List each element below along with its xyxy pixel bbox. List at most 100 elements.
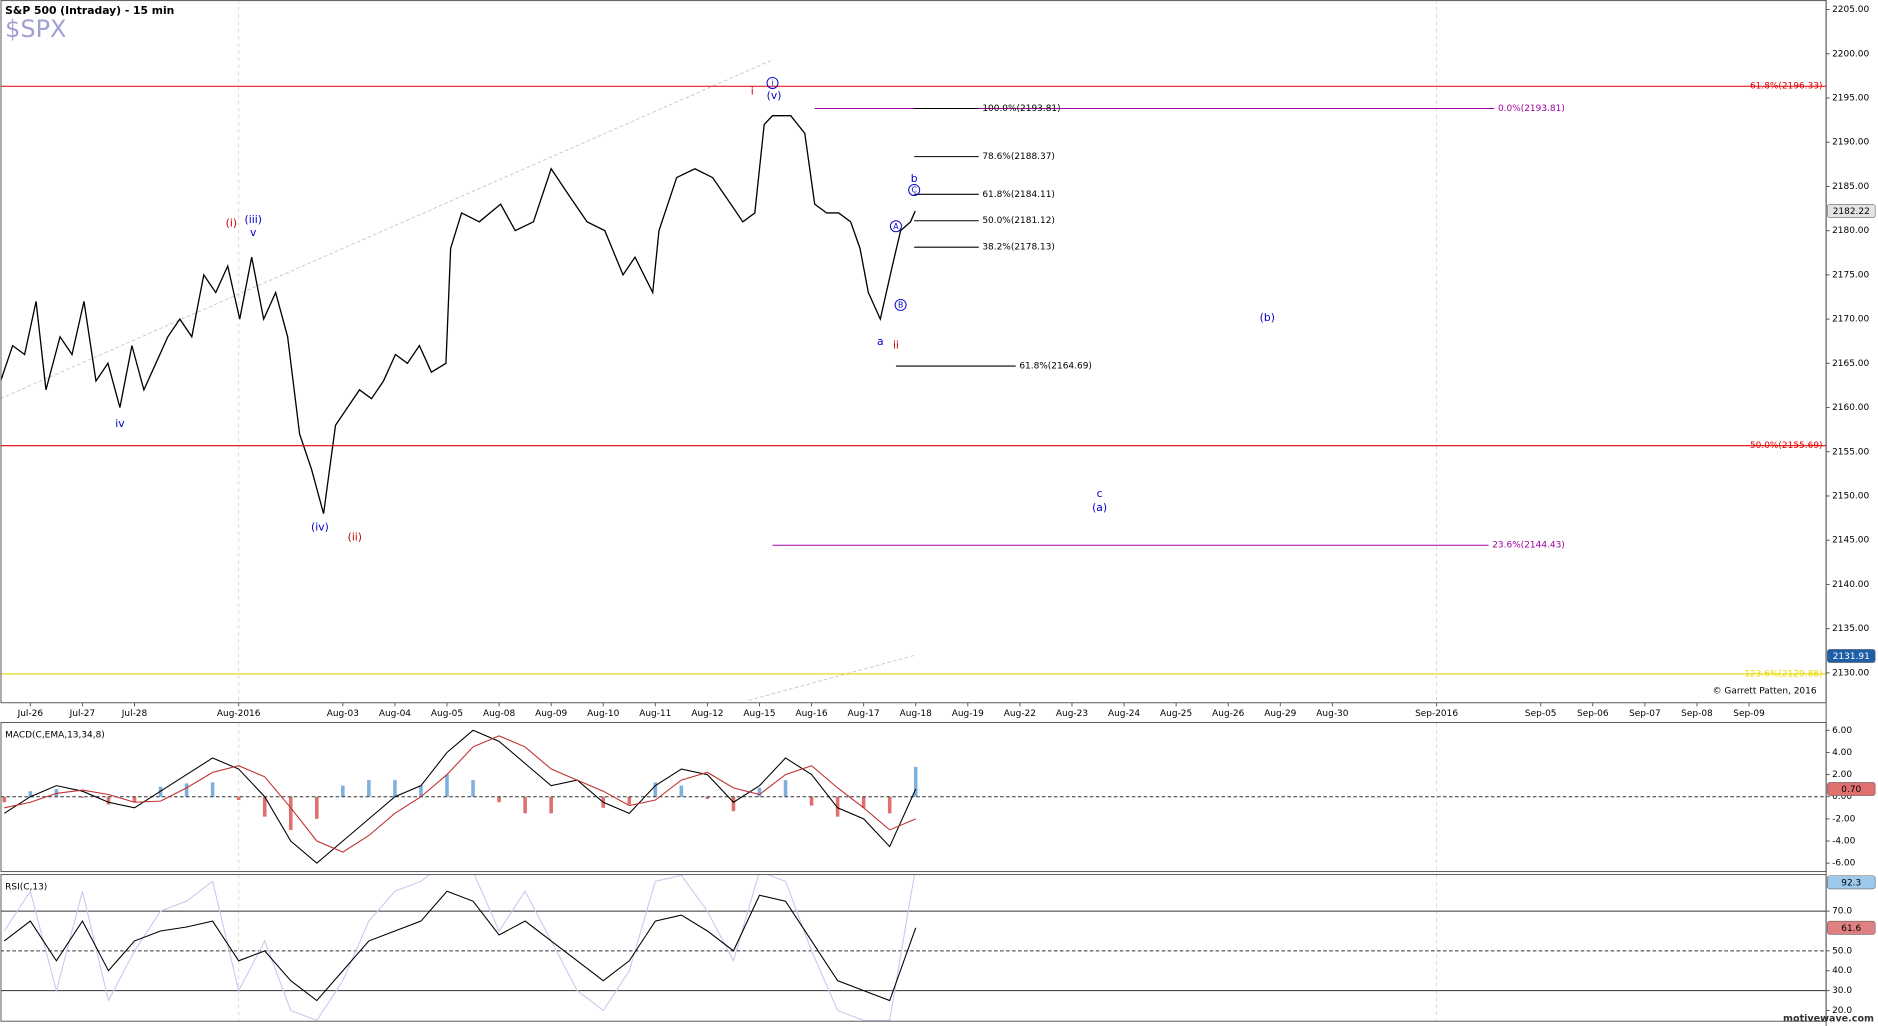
wave-label: B (898, 301, 903, 310)
y-tick-label: -6.00 (1832, 859, 1855, 869)
x-tick-label: Sep-09 (1733, 709, 1765, 719)
wave-circle (894, 298, 907, 311)
series-group (0, 115, 916, 514)
histogram-bar (419, 785, 423, 797)
x-tick-label: Aug-26 (1212, 709, 1244, 719)
histogram-bar (627, 796, 632, 805)
x-tick-label: Aug-23 (1056, 709, 1088, 719)
footer: motivewave.com (1783, 1013, 1874, 1024)
x-tick-label: Sep-2016 (1415, 709, 1458, 719)
y-tick-label: 50.0 (1832, 946, 1852, 956)
fib-level-label: 100.0%(2193.81) (982, 104, 1060, 114)
y-tick-label: 30.0 (1832, 986, 1852, 996)
series-line (3, 875, 915, 1022)
x-tick-label: Aug-22 (1004, 709, 1036, 719)
y-tick-label: 2135.00 (1832, 624, 1869, 634)
wave-circle (766, 76, 779, 89)
histogram-bar (471, 780, 475, 797)
histogram-bar (393, 780, 397, 797)
histogram-bar (367, 780, 371, 797)
wave-label: i (771, 79, 773, 88)
y-tick-label: 2195.00 (1832, 93, 1869, 103)
histogram-bar (106, 796, 111, 805)
histogram-bar (2, 796, 7, 803)
fib-level-label: 78.6%(2188.37) (982, 152, 1055, 162)
price-marker (1827, 649, 1876, 663)
y-tick-label: 2190.00 (1832, 138, 1869, 148)
histogram-bar (523, 796, 527, 814)
y-tick-label: 2170.00 (1832, 315, 1869, 325)
macd-title: MACD(C,EMA,13,34,8) (5, 731, 105, 741)
rsi-title: RSI(C,13) (5, 883, 47, 893)
y-tick-label: 2.00 (1832, 770, 1852, 780)
wave-label: a (877, 335, 884, 348)
chart-title: S&P 500 (Intraday) - 15 min (5, 4, 174, 17)
y-tick-label: 2165.00 (1832, 359, 1869, 369)
wave-circle (889, 220, 902, 233)
histogram-bar (861, 796, 866, 808)
x-tick-label: Aug-29 (1264, 709, 1296, 719)
fib-level-label: 0.0%(2193.81) (1498, 104, 1565, 114)
y-tick-label: 2205.00 (1832, 5, 1869, 15)
price-marker (1827, 875, 1876, 890)
y-tick-label: 6.00 (1832, 726, 1852, 736)
copyright: © Garrett Patten, 2016 (1713, 686, 1817, 696)
y-tick-label: 4.00 (1832, 748, 1852, 758)
wave-label: (iv) (311, 521, 329, 534)
fib-level-label: 61.8%(2164.69) (1019, 362, 1092, 372)
x-tick-label: Aug-18 (900, 709, 932, 719)
series-line (4, 729, 917, 864)
wave-label: (a) (1092, 501, 1107, 514)
y-tick-label: 2180.00 (1832, 226, 1869, 236)
histogram-bar (653, 782, 658, 797)
histogram-bar (757, 787, 762, 797)
fib-level-label: 23.6%(2144.43) (1492, 541, 1565, 551)
x-tick-label: Aug-17 (848, 709, 880, 719)
y-tick-label: 2150.00 (1832, 491, 1869, 501)
y-tick-label: -4.00 (1832, 837, 1855, 847)
price-marker (1827, 920, 1876, 935)
x-tick-label: Aug-08 (483, 709, 515, 719)
series-group (0, 729, 1827, 864)
wave-label: (v) (767, 89, 782, 102)
x-tick-label: Sep-07 (1629, 709, 1661, 719)
wave-label: c (1097, 487, 1103, 500)
x-tick-label: Aug-16 (795, 709, 827, 719)
x-tick-label: Aug-12 (691, 709, 723, 719)
y-tick-label: 2200.00 (1832, 49, 1869, 59)
y-tick-label: 2155.00 (1832, 447, 1869, 457)
histogram-bar (549, 796, 553, 814)
x-tick-label: Aug-03 (327, 709, 359, 719)
x-tick-label: Jul-26 (17, 709, 44, 719)
y-tick-label: 2160.00 (1832, 403, 1869, 413)
histogram-bar (314, 796, 319, 819)
wave-label: (iii) (245, 213, 262, 226)
wave-label: b (911, 172, 918, 185)
histogram-bar (445, 774, 449, 797)
fib-level-label: 50.0%(2155.69) (1750, 441, 1823, 451)
x-tick-label: Aug-04 (379, 709, 411, 719)
price-marker (1827, 204, 1876, 218)
x-tick-label: Aug-05 (431, 709, 463, 719)
histogram-bar (731, 796, 736, 812)
series-line (4, 735, 916, 853)
histogram-bar (80, 796, 85, 798)
wave-label: (i) (226, 216, 237, 229)
y-tick-label: 20.0 (1832, 1006, 1852, 1016)
histogram-bar (184, 783, 189, 797)
price-marker-label: 2131.91 (1833, 652, 1870, 662)
histogram-bar (497, 796, 501, 803)
wave-label: C (911, 186, 916, 195)
x-tick-label: Aug-09 (535, 709, 567, 719)
price-marker-label: 0.70 (1841, 785, 1861, 795)
y-tick-label: 0.00 (1832, 792, 1852, 802)
histogram-bar (132, 796, 137, 803)
histogram-bar (679, 785, 684, 797)
wave-label: iv (115, 417, 125, 430)
wave-label: A (893, 222, 899, 231)
wave-circle (908, 183, 921, 196)
histogram-bar (236, 796, 241, 801)
